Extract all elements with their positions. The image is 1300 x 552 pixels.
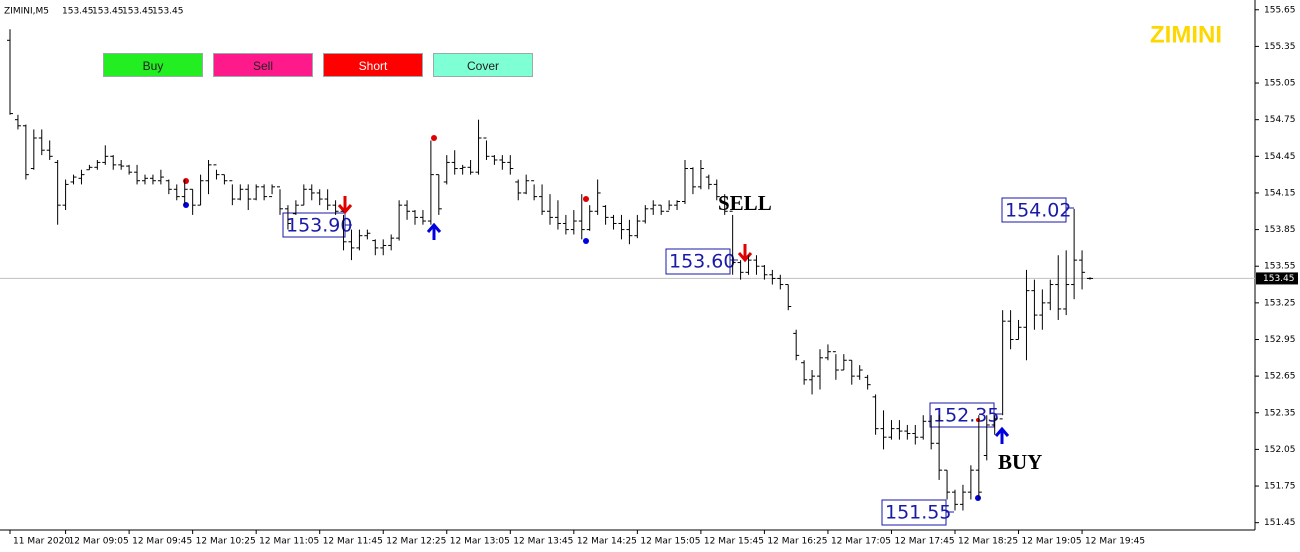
x-tick-label: 12 Mar 17:45 [894,537,954,547]
x-tick-label: 12 Mar 09:45 [132,537,192,547]
x-tick-label: 12 Mar 16:25 [767,537,827,547]
watermark: ZIMINI [1150,21,1222,48]
quote: 153.45 [62,7,94,17]
last-price-box [1256,272,1298,285]
x-tick-label: 12 Mar 13:45 [513,537,573,547]
signal-arrows [337,196,1010,444]
y-tick-label: 155.65 [1264,5,1296,15]
x-tick-label: 12 Mar 12:25 [386,537,446,547]
price-label-boxes [282,197,1074,526]
last-price-label: 153.45 [1263,274,1295,284]
quote: 153.45 [152,7,184,17]
y-tick-label: 152.35 [1264,408,1296,418]
y-tick-label: 151.45 [1264,518,1296,528]
short-button[interactable]: Short [323,53,423,77]
x-tick-label: 12 Mar 17:05 [831,537,891,547]
y-tick-label: 154.75 [1264,115,1296,125]
x-tick-label: 12 Mar 19:05 [1022,537,1082,547]
y-tick-label: 153.25 [1264,298,1296,308]
y-tick-label: 152.65 [1264,372,1296,382]
price-label: 151.55 [885,502,951,524]
price-label: 154.02 [1005,200,1071,222]
x-tick-label: 12 Mar 10:25 [196,537,256,547]
quote: 153.45 [92,7,124,17]
y-tick-label: 153.55 [1264,262,1296,272]
x-tick-label: 12 Mar 15:05 [640,537,700,547]
y-tick-label: 154.15 [1264,188,1296,198]
price-label: 152.35 [933,405,999,427]
x-tick-label: 12 Mar 19:45 [1085,537,1145,547]
price-label: 153.60 [669,251,735,273]
buy-annotation: BUY [998,450,1042,474]
x-tick-label: 11 Mar 2020 [13,537,70,547]
quote: 153.45 [122,7,154,17]
buy-button[interactable]: Buy [103,53,203,77]
price-label: 153.90 [286,215,352,237]
y-tick-label: 155.05 [1264,79,1296,89]
y-tick-label: 151.75 [1264,482,1296,492]
x-tick-label: 12 Mar 14:25 [577,537,637,547]
y-tick-label: 154.45 [1264,152,1296,162]
x-tick-label: 12 Mar 11:45 [323,537,383,547]
x-tick-label: 12 Mar 09:05 [69,537,129,547]
x-tick-label: 12 Mar 13:05 [450,537,510,547]
y-tick-label: 153.85 [1264,225,1296,235]
sell-button[interactable]: Sell [213,53,313,77]
y-tick-label: 152.05 [1264,445,1296,455]
cover-button[interactable]: Cover [433,53,533,77]
x-tick-label: 12 Mar 11:05 [259,537,319,547]
symbol: ZIMINI,M5 [4,7,49,17]
y-tick-label: 152.95 [1264,335,1296,345]
x-tick-label: 12 Mar 18:25 [958,537,1018,547]
x-tick-label: 12 Mar 15:45 [704,537,764,547]
y-tick-label: 155.35 [1264,42,1296,52]
signal-dots [183,135,981,501]
